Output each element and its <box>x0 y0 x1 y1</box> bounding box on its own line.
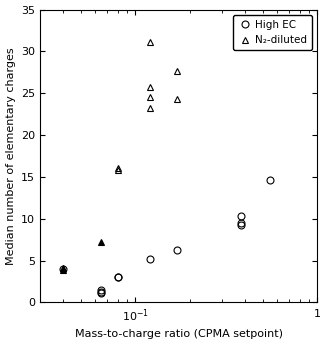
Y-axis label: Median number of elementary charges: Median number of elementary charges <box>6 47 16 265</box>
High EC <box>116 275 120 279</box>
N₂-diluted <box>148 106 152 110</box>
N₂-diluted <box>148 40 152 44</box>
High EC <box>239 214 243 218</box>
N₂-diluted <box>116 168 120 172</box>
N₂-diluted <box>175 97 179 101</box>
Line: High EC: High EC <box>60 177 274 297</box>
High EC <box>175 248 179 252</box>
High EC <box>116 275 120 279</box>
High EC <box>61 267 65 271</box>
N₂-diluted <box>148 95 152 99</box>
Line: N₂-diluted: N₂-diluted <box>114 39 181 174</box>
High EC <box>99 290 103 294</box>
High EC <box>148 257 152 261</box>
N₂-diluted <box>148 85 152 89</box>
High EC <box>99 288 103 292</box>
N₂-diluted <box>175 69 179 73</box>
Legend: High EC, N₂-diluted: High EC, N₂-diluted <box>233 15 312 50</box>
High EC <box>268 178 272 182</box>
N₂-diluted <box>116 166 120 170</box>
High EC <box>99 291 103 295</box>
High EC <box>239 223 243 227</box>
High EC <box>239 221 243 225</box>
X-axis label: Mass-to-charge ratio (CPMA setpoint): Mass-to-charge ratio (CPMA setpoint) <box>75 329 283 339</box>
